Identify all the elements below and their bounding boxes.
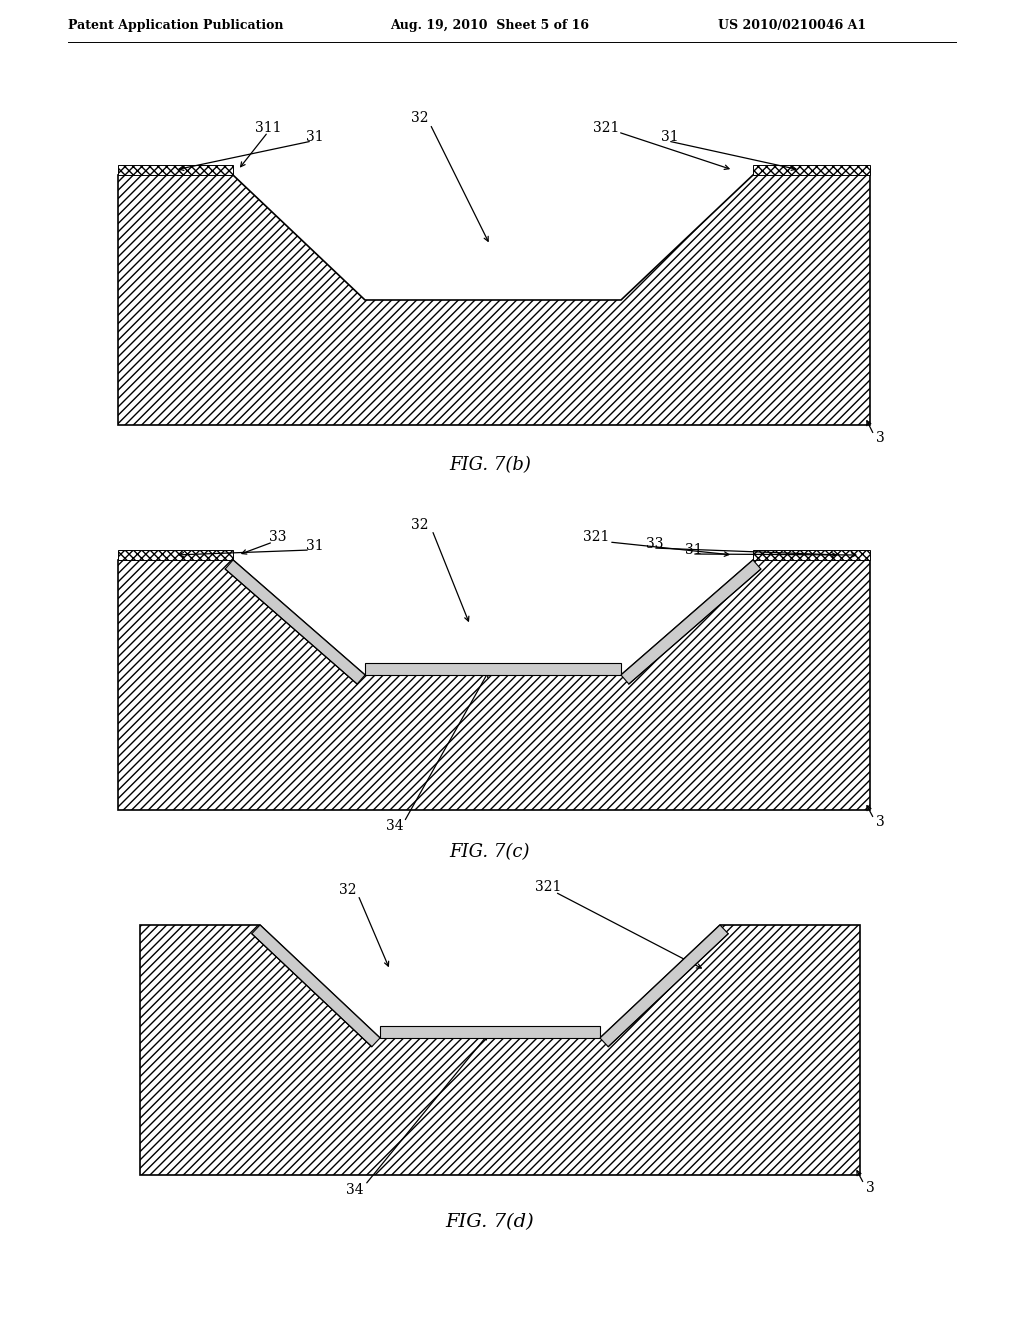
Polygon shape bbox=[753, 165, 870, 176]
Text: 311: 311 bbox=[255, 121, 282, 135]
Text: Aug. 19, 2010  Sheet 5 of 16: Aug. 19, 2010 Sheet 5 of 16 bbox=[390, 18, 589, 32]
Polygon shape bbox=[380, 1026, 600, 1038]
Polygon shape bbox=[753, 550, 870, 560]
Polygon shape bbox=[118, 550, 233, 560]
Text: 33: 33 bbox=[269, 531, 287, 544]
Polygon shape bbox=[118, 176, 870, 425]
Text: 3: 3 bbox=[876, 432, 885, 445]
Text: 34: 34 bbox=[346, 1183, 364, 1197]
Text: 32: 32 bbox=[339, 883, 356, 898]
Text: 33: 33 bbox=[646, 537, 664, 550]
Polygon shape bbox=[118, 560, 870, 810]
Text: US 2010/0210046 A1: US 2010/0210046 A1 bbox=[718, 18, 866, 32]
Text: FIG. 7(c): FIG. 7(c) bbox=[450, 843, 530, 861]
Text: FIG. 7(b): FIG. 7(b) bbox=[450, 455, 530, 474]
Text: 34: 34 bbox=[386, 818, 403, 833]
Polygon shape bbox=[140, 925, 860, 1175]
Text: 3: 3 bbox=[876, 814, 885, 829]
Polygon shape bbox=[118, 165, 233, 176]
Text: 3: 3 bbox=[865, 1181, 874, 1195]
Text: 31: 31 bbox=[685, 543, 702, 557]
Text: FIG. 7(d): FIG. 7(d) bbox=[445, 1213, 535, 1232]
Text: Patent Application Publication: Patent Application Publication bbox=[68, 18, 284, 32]
Text: 31: 31 bbox=[662, 129, 679, 144]
Text: 32: 32 bbox=[412, 517, 429, 532]
Polygon shape bbox=[252, 925, 380, 1047]
Polygon shape bbox=[600, 925, 728, 1047]
Text: 321: 321 bbox=[593, 121, 620, 135]
Text: 321: 321 bbox=[583, 531, 609, 544]
Text: 321: 321 bbox=[535, 880, 561, 894]
Polygon shape bbox=[225, 560, 365, 684]
Polygon shape bbox=[621, 560, 761, 684]
Text: 31: 31 bbox=[306, 129, 324, 144]
Text: 32: 32 bbox=[412, 111, 429, 125]
Text: 31: 31 bbox=[306, 539, 324, 553]
Polygon shape bbox=[365, 663, 621, 675]
